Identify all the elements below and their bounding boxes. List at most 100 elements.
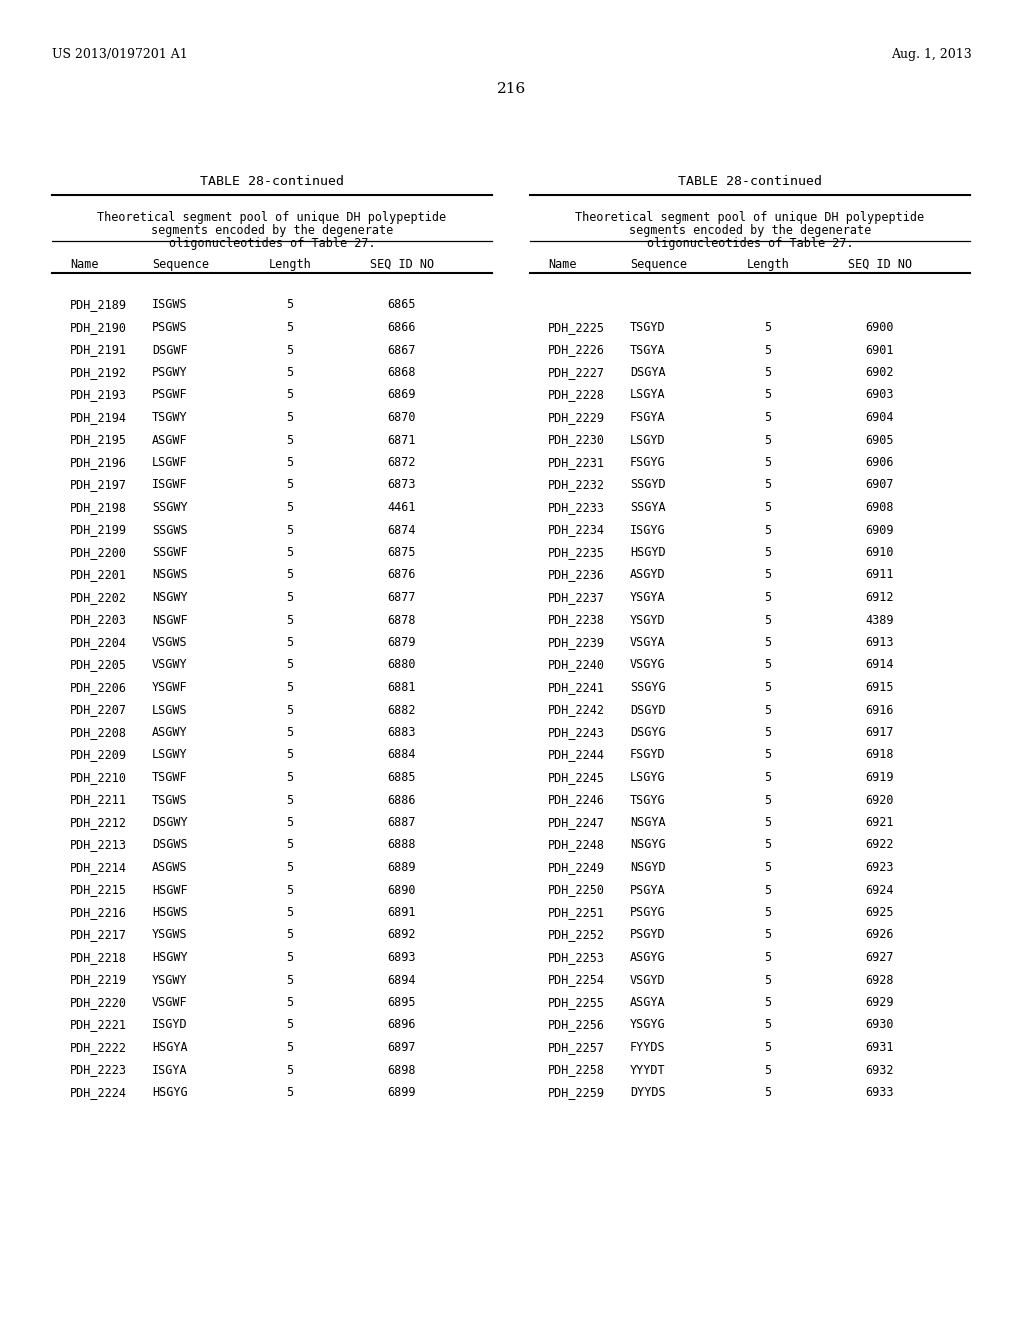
Text: PDH_2203: PDH_2203 — [70, 614, 127, 627]
Text: 4461: 4461 — [388, 502, 416, 513]
Text: PDH_2199: PDH_2199 — [70, 524, 127, 536]
Text: 5: 5 — [287, 591, 294, 605]
Text: 6887: 6887 — [388, 816, 416, 829]
Text: PDH_2200: PDH_2200 — [70, 546, 127, 558]
Text: YYYDT: YYYDT — [630, 1064, 666, 1077]
Text: 6869: 6869 — [388, 388, 416, 401]
Text: segments encoded by the degenerate: segments encoded by the degenerate — [629, 224, 871, 238]
Text: 6865: 6865 — [388, 298, 416, 312]
Text: VSGWF: VSGWF — [152, 997, 187, 1008]
Text: 5: 5 — [287, 997, 294, 1008]
Text: PDH_2259: PDH_2259 — [548, 1086, 605, 1100]
Text: US 2013/0197201 A1: US 2013/0197201 A1 — [52, 48, 187, 61]
Text: DSGYA: DSGYA — [630, 366, 666, 379]
Text: 5: 5 — [287, 883, 294, 896]
Text: PDH_2216: PDH_2216 — [70, 906, 127, 919]
Text: HSGWF: HSGWF — [152, 883, 187, 896]
Text: 5: 5 — [765, 524, 771, 536]
Text: PDH_2231: PDH_2231 — [548, 455, 605, 469]
Text: 5: 5 — [765, 343, 771, 356]
Text: 6904: 6904 — [865, 411, 894, 424]
Text: 5: 5 — [765, 681, 771, 694]
Text: 5: 5 — [765, 861, 771, 874]
Text: 6913: 6913 — [865, 636, 894, 649]
Text: 5: 5 — [287, 1019, 294, 1031]
Text: LSGWS: LSGWS — [152, 704, 187, 717]
Text: 5: 5 — [765, 771, 771, 784]
Text: 6873: 6873 — [388, 479, 416, 491]
Text: DYYDS: DYYDS — [630, 1086, 666, 1100]
Text: 5: 5 — [287, 524, 294, 536]
Text: ISGWS: ISGWS — [152, 298, 187, 312]
Text: TSGYA: TSGYA — [630, 343, 666, 356]
Text: 5: 5 — [765, 614, 771, 627]
Text: 5: 5 — [287, 502, 294, 513]
Text: 6912: 6912 — [865, 591, 894, 605]
Text: DSGWS: DSGWS — [152, 838, 187, 851]
Text: PDH_2230: PDH_2230 — [548, 433, 605, 446]
Text: 5: 5 — [765, 502, 771, 513]
Text: PDH_2201: PDH_2201 — [70, 569, 127, 582]
Text: PDH_2211: PDH_2211 — [70, 793, 127, 807]
Text: segments encoded by the degenerate: segments encoded by the degenerate — [151, 224, 393, 238]
Text: 5: 5 — [765, 1019, 771, 1031]
Text: NSGYA: NSGYA — [630, 816, 666, 829]
Text: TABLE 28-continued: TABLE 28-continued — [678, 176, 822, 187]
Text: 6889: 6889 — [388, 861, 416, 874]
Text: LSGWF: LSGWF — [152, 455, 187, 469]
Text: 6910: 6910 — [865, 546, 894, 558]
Text: VSGWY: VSGWY — [152, 659, 187, 672]
Text: LSGYA: LSGYA — [630, 388, 666, 401]
Text: 6871: 6871 — [388, 433, 416, 446]
Text: oligonucleotides of Table 27.: oligonucleotides of Table 27. — [647, 238, 853, 249]
Text: 6895: 6895 — [388, 997, 416, 1008]
Text: 6867: 6867 — [388, 343, 416, 356]
Text: 5: 5 — [765, 748, 771, 762]
Text: PDH_2209: PDH_2209 — [70, 748, 127, 762]
Text: PDH_2249: PDH_2249 — [548, 861, 605, 874]
Text: PDH_2237: PDH_2237 — [548, 591, 605, 605]
Text: 6920: 6920 — [865, 793, 894, 807]
Text: 5: 5 — [765, 591, 771, 605]
Text: Sequence: Sequence — [152, 257, 209, 271]
Text: 6896: 6896 — [388, 1019, 416, 1031]
Text: 5: 5 — [287, 343, 294, 356]
Text: PDH_2193: PDH_2193 — [70, 388, 127, 401]
Text: PDH_2242: PDH_2242 — [548, 704, 605, 717]
Text: PDH_2202: PDH_2202 — [70, 591, 127, 605]
Text: 6893: 6893 — [388, 950, 416, 964]
Text: Length: Length — [746, 257, 790, 271]
Text: PDH_2219: PDH_2219 — [70, 974, 127, 986]
Text: Aug. 1, 2013: Aug. 1, 2013 — [891, 48, 972, 61]
Text: 6914: 6914 — [865, 659, 894, 672]
Text: 5: 5 — [287, 1064, 294, 1077]
Text: 6926: 6926 — [865, 928, 894, 941]
Text: HSGYA: HSGYA — [152, 1041, 187, 1053]
Text: PDH_2238: PDH_2238 — [548, 614, 605, 627]
Text: 5: 5 — [765, 433, 771, 446]
Text: PDH_2251: PDH_2251 — [548, 906, 605, 919]
Text: PDH_2217: PDH_2217 — [70, 928, 127, 941]
Text: 6928: 6928 — [865, 974, 894, 986]
Text: HSGWY: HSGWY — [152, 950, 187, 964]
Text: 6911: 6911 — [865, 569, 894, 582]
Text: PDH_2226: PDH_2226 — [548, 343, 605, 356]
Text: 5: 5 — [287, 906, 294, 919]
Text: Name: Name — [548, 257, 577, 271]
Text: Name: Name — [70, 257, 98, 271]
Text: 5: 5 — [287, 771, 294, 784]
Text: YSGWS: YSGWS — [152, 928, 187, 941]
Text: PDH_2215: PDH_2215 — [70, 883, 127, 896]
Text: PDH_2236: PDH_2236 — [548, 569, 605, 582]
Text: PDH_2239: PDH_2239 — [548, 636, 605, 649]
Text: PDH_2255: PDH_2255 — [548, 997, 605, 1008]
Text: PDH_2207: PDH_2207 — [70, 704, 127, 717]
Text: SEQ ID NO: SEQ ID NO — [370, 257, 434, 271]
Text: 6888: 6888 — [388, 838, 416, 851]
Text: 6880: 6880 — [388, 659, 416, 672]
Text: 6915: 6915 — [865, 681, 894, 694]
Text: 5: 5 — [765, 793, 771, 807]
Text: 5: 5 — [287, 298, 294, 312]
Text: YSGWY: YSGWY — [152, 974, 187, 986]
Text: 6921: 6921 — [865, 816, 894, 829]
